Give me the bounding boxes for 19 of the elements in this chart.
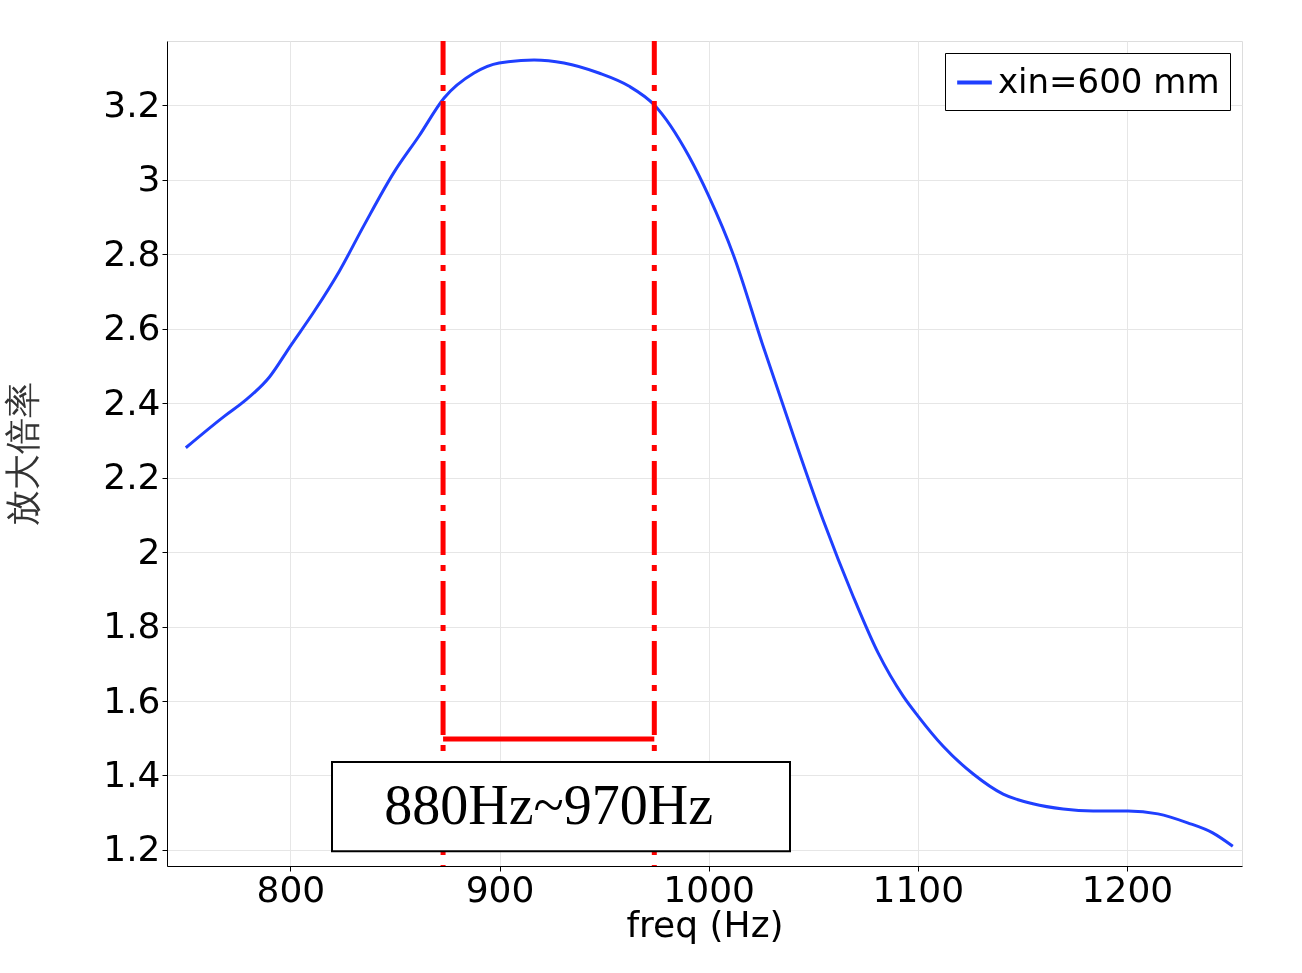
annotation: 880Hz~970Hz <box>384 773 714 836</box>
y-tick-label: 1.8 <box>103 605 161 647</box>
x-tick-label: 800 <box>256 868 326 910</box>
y-tick-label: 3.2 <box>103 83 161 125</box>
y-tick-label: 1.4 <box>103 753 161 795</box>
y-axis-title: 放大倍率 <box>2 382 44 526</box>
y-tick-label: 2.4 <box>103 381 161 423</box>
y-tick-label: 1.2 <box>103 828 161 870</box>
x-tick-label: 900 <box>465 868 535 910</box>
y-tick-label: 2.8 <box>103 232 161 274</box>
line-series <box>184 58 1235 848</box>
y-tick-label: 3 <box>137 158 161 200</box>
x-tick-label: 1200 <box>1081 868 1174 910</box>
y-tick-label: 2.2 <box>103 456 161 498</box>
y-tick-label: 2 <box>137 530 161 572</box>
y-tick-label: 1.6 <box>103 679 161 721</box>
y-tick-label: 2.6 <box>103 307 161 349</box>
legend-label: xin=600 mm <box>998 60 1220 101</box>
x-tick-label: 1100 <box>872 868 965 910</box>
